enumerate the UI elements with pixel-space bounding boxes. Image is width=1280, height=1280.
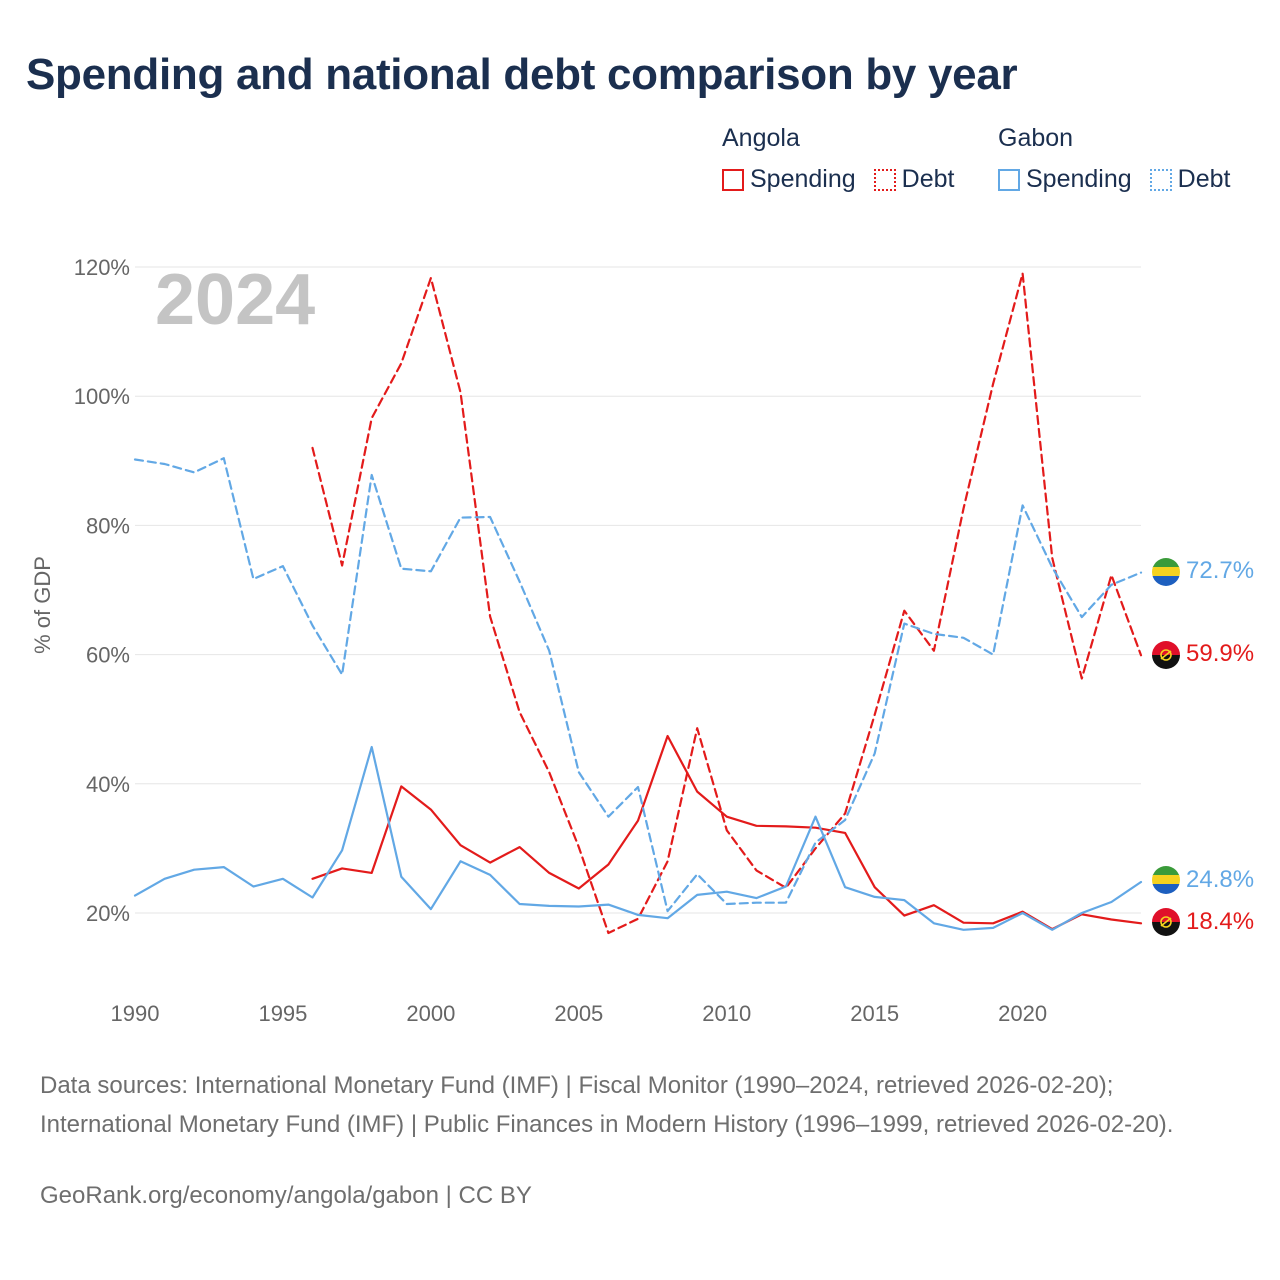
data-sources-note: Data sources: International Monetary Fun…: [40, 1072, 1174, 1138]
end-label-gabon-spending: 24.8%: [1186, 866, 1254, 893]
legend-item-angola-debt[interactable]: Debt: [873, 165, 955, 194]
legend-group-gabon: Gabon Spending Debt: [998, 124, 1230, 194]
current-year-label: 2024: [155, 260, 315, 340]
line-chart: 2024 20% 40% 60% 80% 100% 120% 1990 1995 2000 20…: [30, 255, 1254, 1026]
chart-title: Spending and national debt comparison by…: [26, 50, 1018, 99]
x-tick-label: 2000: [406, 1001, 455, 1026]
solid-line-swatch-icon: [722, 168, 744, 191]
end-label-gabon-debt: 72.7%: [1186, 557, 1254, 584]
y-tick-label: 80%: [86, 513, 130, 538]
dotted-line-swatch-icon: [1149, 168, 1172, 191]
y-tick-label: 60%: [86, 643, 130, 668]
x-tick-label: 2005: [554, 1001, 603, 1026]
legend-group-angola: Angola Spending Debt: [722, 124, 954, 194]
y-tick-label: 20%: [86, 901, 130, 926]
credit-link[interactable]: GeoRank.org/economy/angola/gabon | CC BY: [40, 1182, 532, 1209]
x-tick-label: 2020: [998, 1001, 1047, 1026]
grid: [135, 266, 1141, 914]
series-line-angola-debt[interactable]: [311, 272, 1143, 935]
series-line-gabon-spending[interactable]: [133, 745, 1143, 931]
dotted-line-swatch-icon: [873, 168, 896, 191]
y-tick-label: 100%: [74, 384, 130, 409]
angola-flag-icon: [1152, 641, 1180, 669]
x-tick-label: 1995: [258, 1001, 307, 1026]
x-axis: 1990 1995 2000 2005 2010 2015 2020: [111, 1001, 1048, 1026]
legend-country-name: Angola: [722, 124, 800, 152]
gabon-flag-icon: [1152, 866, 1180, 894]
y-axis-title: % of GDP: [30, 556, 55, 654]
y-tick-label: 40%: [86, 772, 130, 797]
legend-label: Spending: [1026, 165, 1132, 193]
legend-country-name: Gabon: [998, 124, 1074, 152]
legend-item-gabon-spending[interactable]: Spending: [998, 165, 1132, 194]
end-label-angola-debt: 59.9%: [1186, 640, 1254, 667]
x-tick-label: 2015: [850, 1001, 899, 1026]
x-tick-label: 2010: [702, 1001, 751, 1026]
solid-line-swatch-icon: [998, 168, 1020, 191]
legend-item-gabon-debt[interactable]: Debt: [1149, 165, 1231, 194]
series-line-angola-spending[interactable]: [311, 734, 1143, 931]
gabon-flag-icon: [1152, 558, 1180, 586]
legend-label: Debt: [1177, 165, 1231, 193]
y-tick-label: 120%: [74, 255, 130, 280]
angola-flag-icon: [1152, 908, 1180, 936]
series: [133, 272, 1143, 935]
y-axis: 20% 40% 60% 80% 100% 120%: [74, 255, 130, 926]
x-tick-label: 1990: [111, 1001, 160, 1026]
legend-label: Debt: [901, 165, 955, 193]
series-line-gabon-debt[interactable]: [133, 457, 1143, 913]
end-label-angola-spending: 18.4%: [1186, 908, 1254, 935]
legend-item-angola-spending[interactable]: Spending: [722, 165, 856, 194]
legend-label: Spending: [750, 165, 856, 193]
